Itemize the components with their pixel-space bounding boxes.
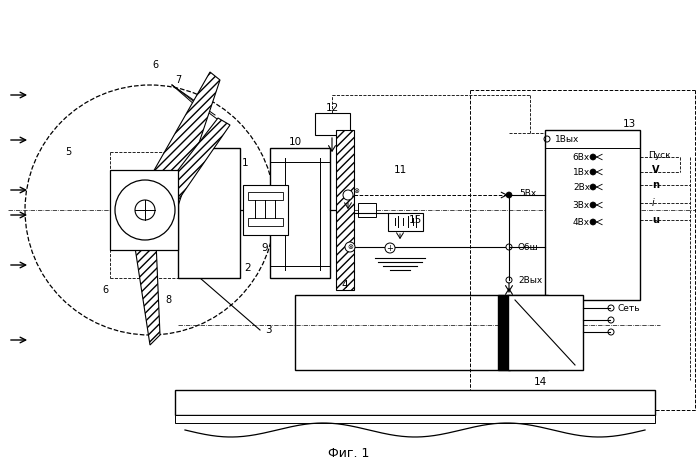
Circle shape <box>385 243 395 253</box>
Bar <box>175 415 655 423</box>
Bar <box>388 213 423 231</box>
Text: 14: 14 <box>533 377 547 387</box>
Text: 10: 10 <box>289 137 301 147</box>
Circle shape <box>590 219 596 225</box>
Bar <box>178 148 240 278</box>
Text: 2Вых: 2Вых <box>518 275 542 285</box>
Circle shape <box>590 202 596 208</box>
Text: V: V <box>652 165 659 175</box>
Bar <box>243 185 288 235</box>
Text: 4Вх: 4Вх <box>573 218 590 227</box>
Circle shape <box>135 200 155 220</box>
Text: 5Вх: 5Вх <box>519 189 536 197</box>
Bar <box>110 170 178 250</box>
Text: i: i <box>652 198 655 208</box>
Bar <box>510 318 525 340</box>
Text: 7: 7 <box>175 75 181 85</box>
Text: u: u <box>652 215 659 225</box>
Text: +: + <box>387 243 394 252</box>
Text: 13: 13 <box>622 119 635 129</box>
Circle shape <box>506 192 512 198</box>
Bar <box>336 130 354 290</box>
Text: 2Вх: 2Вх <box>573 182 590 191</box>
Text: 4: 4 <box>342 280 348 290</box>
Text: Сеть: Сеть <box>617 303 640 312</box>
Text: Обш: Обш <box>518 242 539 251</box>
Bar <box>175 390 655 415</box>
Text: Пуск: Пуск <box>648 151 670 159</box>
Bar <box>375 258 425 266</box>
Polygon shape <box>140 72 220 215</box>
Text: ⊗: ⊗ <box>347 244 353 250</box>
Bar <box>358 203 376 217</box>
Polygon shape <box>130 210 160 345</box>
Text: Фиг. 1: Фиг. 1 <box>329 446 370 460</box>
Text: 12: 12 <box>325 103 338 113</box>
Text: 2: 2 <box>245 263 252 273</box>
Bar <box>270 148 330 278</box>
Circle shape <box>590 169 596 175</box>
Text: 1: 1 <box>242 158 248 168</box>
Text: 3Вх: 3Вх <box>572 201 590 210</box>
Text: 3: 3 <box>265 325 271 335</box>
Text: 11: 11 <box>394 165 407 175</box>
Polygon shape <box>155 118 230 212</box>
Text: n: n <box>652 180 659 190</box>
Bar <box>508 295 583 370</box>
Text: 6: 6 <box>152 60 158 70</box>
Text: 15: 15 <box>408 215 421 225</box>
Circle shape <box>115 180 175 240</box>
Text: 9: 9 <box>261 243 268 253</box>
Bar <box>295 295 510 370</box>
Circle shape <box>590 154 596 160</box>
Bar <box>315 113 350 135</box>
Bar <box>248 218 283 226</box>
Text: 1Вх: 1Вх <box>572 167 590 176</box>
Circle shape <box>590 184 596 190</box>
Bar <box>545 130 640 300</box>
Text: 1Вых: 1Вых <box>555 135 579 144</box>
Text: 6: 6 <box>102 285 108 295</box>
Bar <box>498 295 548 370</box>
Text: 8: 8 <box>165 295 171 305</box>
Text: 6Вх: 6Вх <box>572 152 590 161</box>
Text: ⊗: ⊗ <box>353 188 359 194</box>
Circle shape <box>343 190 353 200</box>
Text: 5: 5 <box>65 147 71 157</box>
Circle shape <box>345 242 355 252</box>
Bar <box>248 192 283 200</box>
